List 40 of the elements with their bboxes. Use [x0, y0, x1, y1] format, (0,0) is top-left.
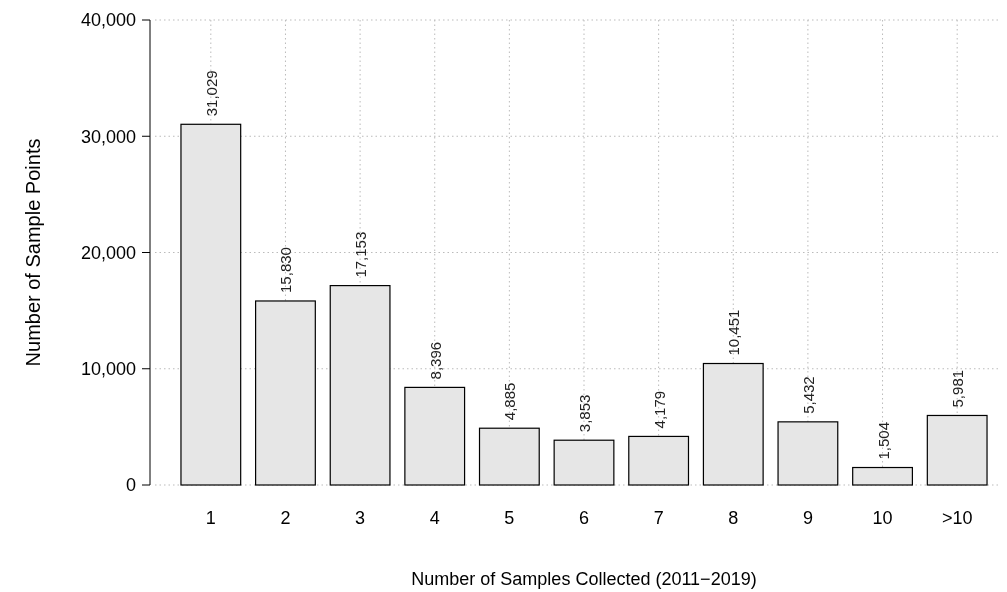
x-tick-label: 2 — [280, 508, 291, 528]
data-label: 5,432 — [799, 376, 817, 414]
data-label: 5,981 — [949, 369, 967, 408]
bar — [777, 421, 839, 486]
data-label: 4,885 — [501, 382, 519, 421]
x-tick-label: 1 — [205, 508, 216, 528]
x-tick-label: 9 — [802, 508, 813, 528]
x-tick-label: 6 — [578, 508, 590, 528]
data-label: 8,396 — [426, 341, 444, 380]
bar — [255, 300, 316, 486]
bar — [553, 439, 615, 486]
x-tick-label: 7 — [653, 508, 664, 528]
bar — [404, 386, 466, 486]
y-tick-label: 20,000 — [80, 242, 136, 263]
data-label: 31,029 — [202, 70, 220, 117]
data-label: 10,451 — [725, 309, 743, 356]
x-tick-label: 4 — [429, 508, 440, 528]
bar — [478, 427, 540, 486]
x-tick-label: 5 — [504, 508, 515, 528]
bar — [329, 285, 391, 486]
bar — [852, 466, 913, 486]
x-tick-label: >10 — [941, 508, 973, 528]
bar — [926, 414, 988, 486]
bar — [702, 362, 764, 486]
data-label: 1,504 — [874, 421, 892, 460]
y-tick-label: 30,000 — [80, 126, 136, 147]
data-label: 17,153 — [352, 231, 370, 278]
data-label: 4,179 — [650, 390, 668, 429]
bar — [180, 123, 242, 486]
y-tick-label: 10,000 — [80, 359, 136, 380]
y-axis-title: Number of Sample Points — [22, 138, 44, 367]
x-tick-label: 10 — [872, 508, 893, 528]
x-tick-label: 8 — [728, 508, 739, 528]
x-tick-label: 3 — [355, 508, 366, 528]
bar — [628, 435, 690, 486]
y-tick-label: 40,000 — [80, 10, 136, 31]
y-tick-label: 0 — [125, 475, 136, 496]
data-label: 3,853 — [576, 394, 593, 433]
x-axis-title: Number of Samples Collected (2011−2019) — [411, 569, 757, 589]
data-label: 15,830 — [277, 247, 295, 293]
